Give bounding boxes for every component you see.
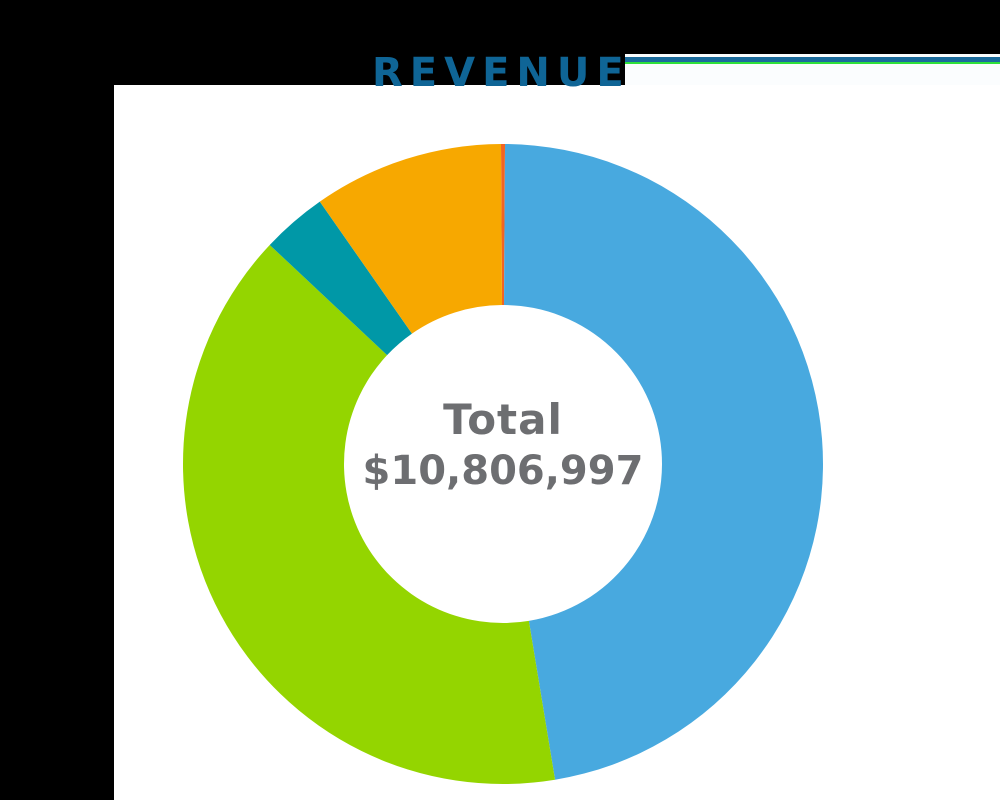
chart-title: REVENUE bbox=[372, 50, 631, 96]
donut-slice-1 bbox=[500, 144, 506, 306]
donut-center-label: Total $10,806,997 bbox=[344, 395, 662, 497]
donut-slice-4 bbox=[269, 201, 412, 356]
donut-slice-2 bbox=[503, 144, 824, 780]
header-rule-green bbox=[625, 62, 1000, 64]
header-rule-blue bbox=[625, 57, 1000, 62]
total-value: $10,806,997 bbox=[362, 448, 644, 494]
total-label: Total bbox=[443, 395, 563, 444]
donut-slices bbox=[182, 144, 824, 784]
donut-slice-3 bbox=[182, 244, 556, 784]
donut-slice-5 bbox=[319, 144, 503, 334]
